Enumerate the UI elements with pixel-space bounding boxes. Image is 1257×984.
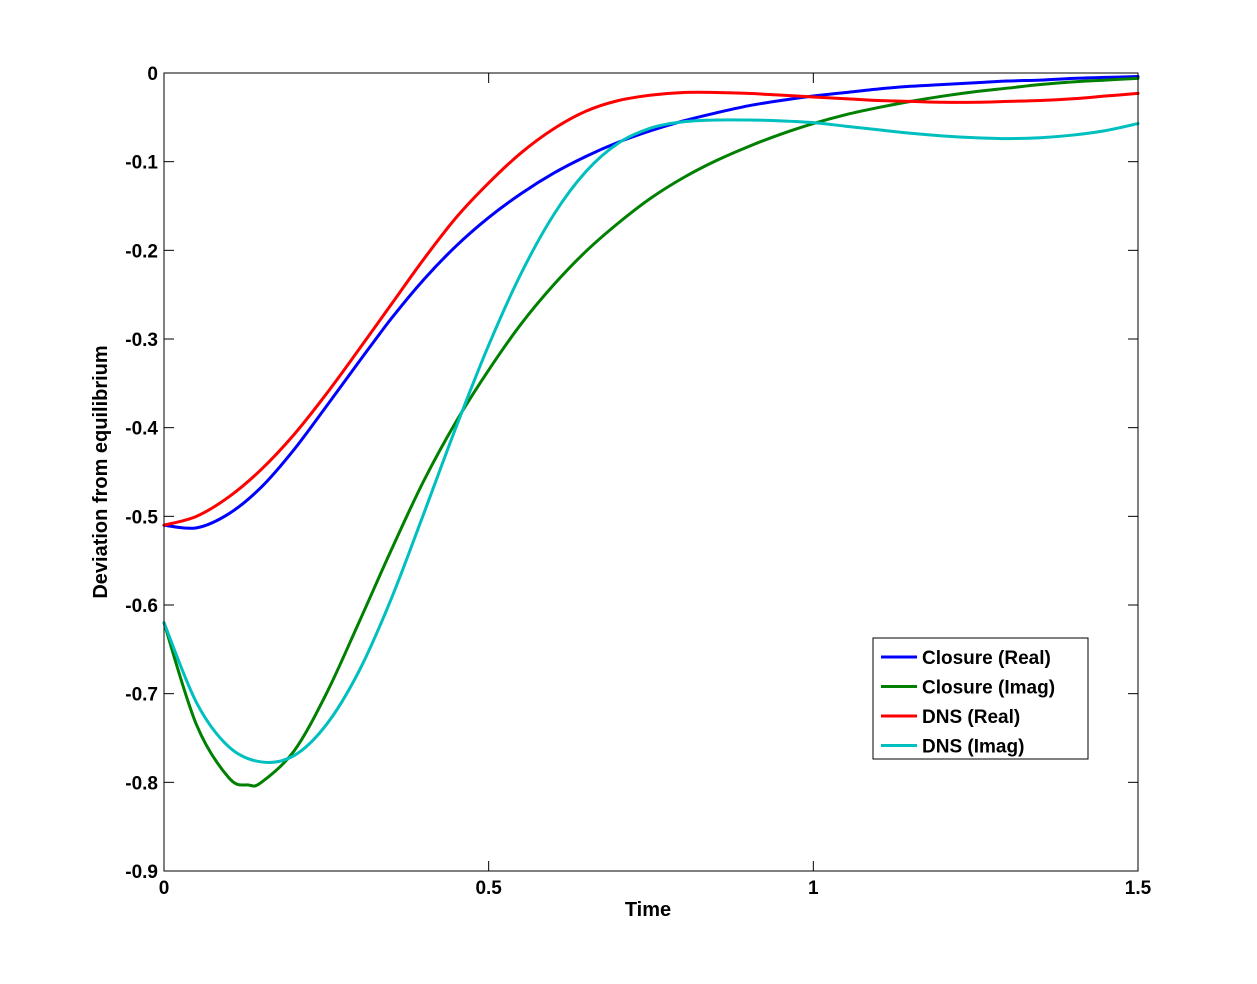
axes-box (163, 72, 1139, 872)
y-tick-label: -0.1 (125, 153, 158, 174)
x-tick-label: 1 (808, 878, 819, 899)
x-tick-label: 1.5 (1125, 878, 1152, 899)
y-tick-label: -0.6 (125, 596, 158, 617)
series-line-2 (162, 76, 1140, 788)
x-tick-label: 0.5 (475, 878, 502, 899)
series-line-3 (162, 90, 1140, 527)
y-tick-label: -0.9 (125, 862, 158, 883)
series-line-4 (162, 118, 1140, 764)
legend-label-3: DNS (Real) (922, 707, 1020, 728)
legend: Closure (Real) Closure (Imag) DNS (Real) DN… (872, 637, 1089, 760)
y-tick-label: -0.5 (125, 507, 158, 528)
y-tick-label: -0.8 (125, 773, 158, 794)
y-tick-label: 0 (147, 64, 158, 85)
x-tick-label: 0 (159, 878, 170, 899)
tick-layer: 0 0.5 1 1.5 0 -0.1 -0.2 -0.3 -0.4 -0.5 -0.6 -0.7 -0.… (125, 64, 1151, 899)
series-layer (162, 75, 1140, 788)
x-axis-title: Time (625, 899, 671, 921)
legend-label-2: Closure (Imag) (922, 678, 1055, 699)
series-line-1 (162, 75, 1140, 530)
y-tick-label: -0.2 (125, 241, 158, 262)
y-axis-title: Deviation from equilibrium (90, 345, 112, 598)
y-tick-label: -0.3 (125, 330, 158, 351)
y-tick-label: -0.7 (125, 685, 158, 706)
legend-label-1: Closure (Real) (922, 648, 1051, 669)
legend-label-4: DNS (Imag) (922, 737, 1024, 758)
y-tick-label: -0.4 (125, 419, 158, 440)
